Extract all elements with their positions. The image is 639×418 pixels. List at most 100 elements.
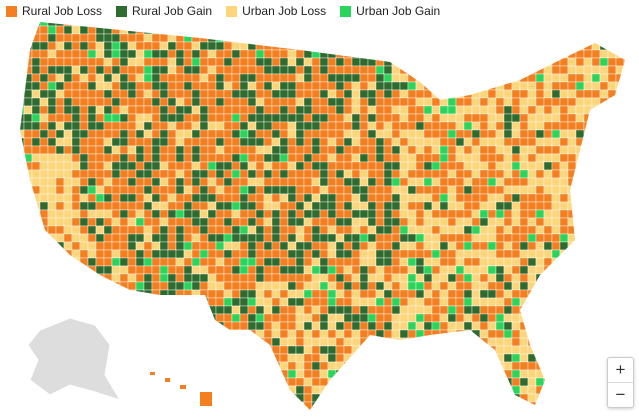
county (567, 81, 577, 91)
county (471, 337, 481, 347)
county (359, 321, 369, 331)
county (263, 345, 273, 355)
county (527, 313, 537, 323)
zoom-out[interactable]: − (608, 382, 633, 407)
county (511, 153, 521, 163)
county (151, 265, 161, 275)
county (431, 305, 441, 315)
county (503, 25, 513, 35)
county (247, 193, 257, 203)
county (295, 137, 305, 147)
county (591, 169, 601, 179)
county (207, 41, 217, 51)
county (207, 409, 217, 410)
county (487, 145, 497, 155)
county (20, 337, 25, 347)
county (159, 241, 169, 251)
county (215, 297, 225, 307)
county (343, 217, 353, 227)
county (551, 313, 561, 323)
county (583, 73, 593, 83)
county (527, 257, 537, 267)
county (471, 22, 481, 27)
county (23, 97, 33, 107)
county (175, 105, 185, 115)
county (447, 105, 457, 115)
county (231, 281, 241, 291)
county (527, 401, 537, 410)
county (495, 353, 505, 363)
county (431, 97, 441, 107)
county (503, 345, 513, 355)
zoom-in[interactable]: + (615, 360, 626, 379)
county (191, 361, 201, 371)
county (151, 257, 161, 267)
county (119, 113, 129, 123)
county (471, 177, 481, 187)
county (87, 233, 97, 243)
county (471, 393, 481, 403)
county (351, 377, 361, 387)
county (511, 289, 521, 299)
county (527, 385, 537, 395)
zoom-control[interactable]: + − (607, 357, 634, 408)
county (47, 209, 57, 219)
county (199, 145, 209, 155)
county (543, 273, 553, 283)
county (455, 22, 465, 27)
county (111, 201, 121, 211)
county (303, 241, 313, 251)
county (615, 22, 625, 27)
county (359, 129, 369, 139)
county (463, 185, 473, 195)
county (503, 289, 513, 299)
county (399, 273, 409, 283)
county (335, 177, 345, 187)
county (583, 137, 593, 147)
county (375, 233, 385, 243)
county (407, 313, 417, 323)
county (295, 361, 305, 371)
county (239, 233, 249, 243)
county (207, 225, 217, 235)
county (247, 89, 257, 99)
county (287, 281, 297, 291)
county (71, 193, 81, 203)
county (359, 225, 369, 235)
county (415, 313, 425, 323)
county (191, 257, 201, 267)
county (615, 177, 625, 187)
county (159, 305, 169, 315)
county (31, 33, 41, 43)
county (327, 41, 337, 51)
county (567, 161, 577, 171)
county (319, 337, 329, 347)
county (167, 177, 177, 187)
county (335, 22, 345, 27)
county (303, 313, 313, 323)
county (127, 217, 137, 227)
county (351, 25, 361, 35)
county (95, 81, 105, 91)
county (167, 209, 177, 219)
county (119, 289, 129, 299)
county (191, 169, 201, 179)
county (303, 329, 313, 339)
county (391, 97, 401, 107)
county (415, 265, 425, 275)
county (103, 305, 113, 315)
county (279, 177, 289, 187)
county (95, 289, 105, 299)
county (303, 137, 313, 147)
county (383, 369, 393, 379)
county (599, 153, 609, 163)
county (135, 281, 145, 291)
county (311, 393, 321, 403)
county (391, 57, 401, 67)
county (519, 273, 529, 283)
county (615, 321, 625, 331)
county (111, 345, 121, 355)
county (279, 49, 289, 59)
county (127, 161, 137, 171)
